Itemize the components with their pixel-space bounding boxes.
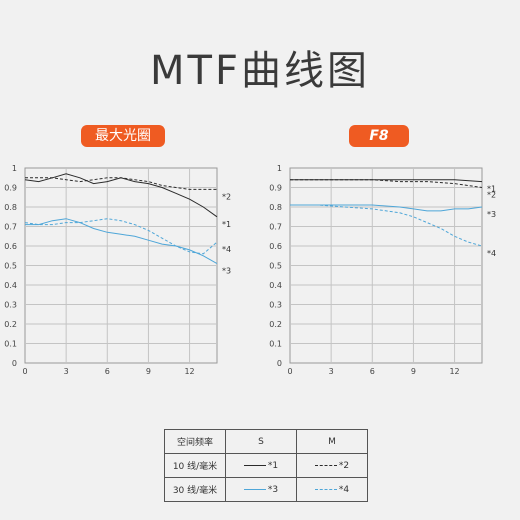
legend-header-frequency: 空间频率 [164, 429, 226, 454]
legend-row-label: 10 线/毫米 [164, 453, 226, 478]
y-tick-label: 0.1 [4, 340, 17, 349]
series-label: *1 [487, 185, 496, 194]
series-line [290, 204, 483, 247]
series-label: *3 [222, 267, 231, 276]
legend-table: 空间频率 S M 10 线/毫米 *1 *2 30 线/毫米 *3 *4 [164, 429, 368, 502]
series-label: *1 [222, 220, 231, 229]
legend-series-label: *4 [338, 484, 350, 495]
legend-header-s: S [225, 429, 297, 454]
series-line [25, 218, 218, 265]
y-tick-label: 0.2 [4, 320, 17, 329]
legend-header-m: M [296, 429, 368, 454]
y-tick-label: 0.9 [4, 184, 17, 193]
x-tick-label: 0 [22, 367, 27, 376]
series-line [290, 204, 483, 212]
y-tick-label: 0.9 [269, 184, 282, 193]
legend-cell: *1 [225, 453, 297, 478]
dashed-line-symbol [314, 488, 337, 490]
x-tick-label: 9 [146, 367, 151, 376]
x-tick-label: 3 [329, 367, 334, 376]
legend-cell: *2 [296, 453, 368, 478]
y-tick-label: 1 [12, 164, 17, 173]
y-tick-label: 0.6 [269, 242, 282, 251]
y-tick-label: 0.5 [4, 262, 17, 271]
chart-title-max-aperture: 最大光圈 [81, 125, 165, 147]
solid-line-symbol [243, 464, 266, 466]
page-title: MTF曲线图 [150, 48, 370, 94]
series-line [24, 218, 218, 255]
legend-row-label: 30 线/毫米 [164, 477, 226, 502]
x-tick-label: 6 [105, 367, 110, 376]
y-tick-label: 0.7 [269, 223, 282, 232]
y-tick-label: 1 [277, 164, 282, 173]
series-label: *3 [487, 210, 496, 219]
legend-series-label: *1 [267, 460, 279, 471]
series-line [25, 177, 217, 190]
legend-row: 10 线/毫米 *1 *2 [164, 453, 368, 478]
legend-series-label: *3 [267, 484, 279, 495]
y-tick-label: 0.6 [4, 242, 17, 251]
y-tick-label: 0 [277, 359, 282, 368]
y-tick-label: 0.4 [269, 281, 282, 290]
y-tick-label: 0.7 [4, 223, 17, 232]
y-tick-label: 0.4 [4, 281, 17, 290]
y-tick-label: 0.3 [4, 301, 17, 310]
chart-title-f8: F8 [349, 125, 409, 147]
series-line [290, 179, 483, 188]
solid-line-symbol [243, 488, 266, 490]
x-tick-label: 6 [370, 367, 375, 376]
series-label: *4 [222, 245, 231, 254]
y-tick-label: 0.3 [269, 301, 282, 310]
legend-cell: *3 [225, 477, 297, 502]
series-label: *2 [222, 192, 231, 201]
legend-cell: *4 [296, 477, 368, 502]
series-label: *2 [487, 191, 496, 200]
legend-row: 30 线/毫米 *3 *4 [164, 477, 368, 502]
legend-series-label: *2 [338, 460, 350, 471]
dashed-line-symbol [314, 464, 337, 466]
x-tick-label: 12 [449, 367, 459, 376]
x-tick-label: 3 [64, 367, 69, 376]
x-tick-label: 12 [184, 367, 194, 376]
series-label: *4 [487, 249, 496, 258]
x-tick-label: 0 [287, 367, 292, 376]
x-tick-label: 9 [411, 367, 416, 376]
y-tick-label: 0.1 [269, 340, 282, 349]
y-tick-label: 0.5 [269, 262, 282, 271]
y-tick-label: 0.8 [269, 203, 282, 212]
y-tick-label: 0.8 [4, 203, 17, 212]
y-tick-label: 0.2 [269, 320, 282, 329]
legend-header-row: 空间频率 S M [164, 429, 368, 454]
y-tick-label: 0 [12, 359, 17, 368]
